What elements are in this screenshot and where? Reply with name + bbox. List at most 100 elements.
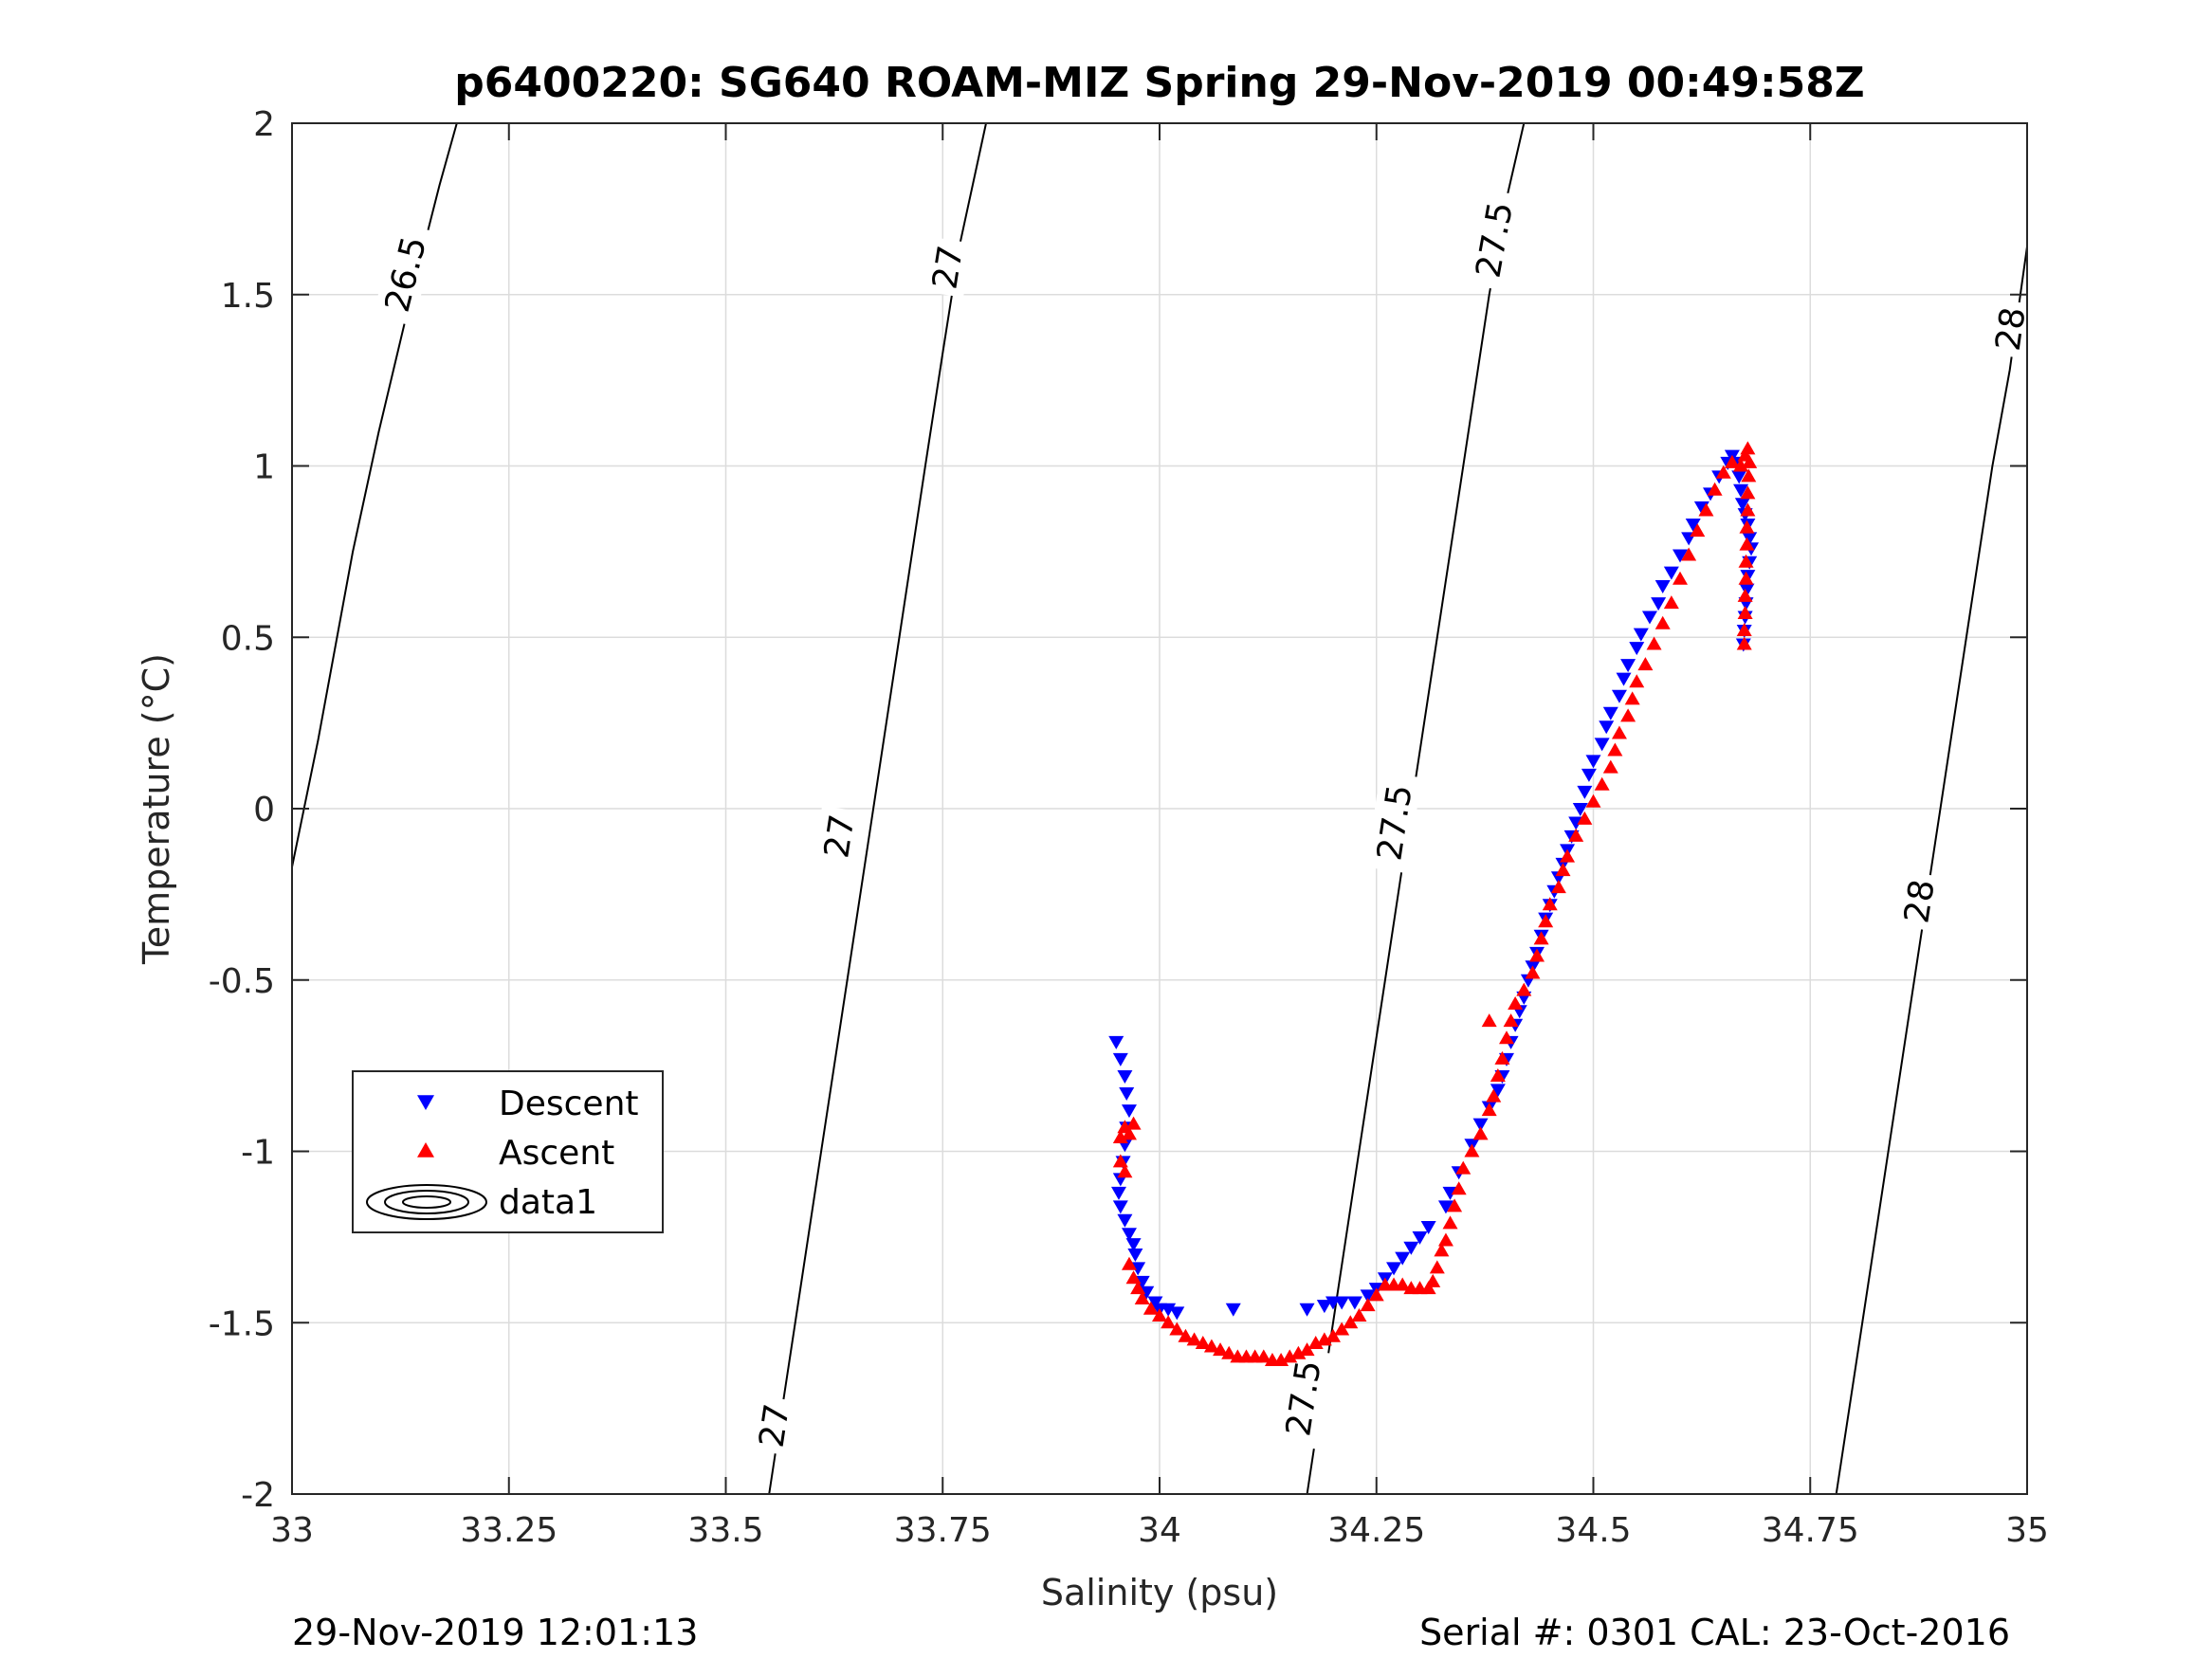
- ascent-point: [1343, 1315, 1359, 1329]
- legend-box: [352, 1070, 664, 1233]
- ascent-point: [1472, 1126, 1489, 1140]
- ascent-point: [1494, 1050, 1510, 1065]
- contour-label-group: 27: [922, 236, 973, 298]
- y-tick-label: -1.5: [209, 1304, 275, 1343]
- descent-point: [1121, 1228, 1137, 1242]
- ascent-point: [1529, 948, 1545, 962]
- contour-label-bg: [814, 805, 864, 866]
- descent-point: [1161, 1303, 1177, 1317]
- ascent-point: [1152, 1308, 1167, 1322]
- ascent-point: [1550, 880, 1566, 894]
- ascent-point: [1282, 1349, 1298, 1363]
- x-tick-label: 33.25: [460, 1511, 558, 1550]
- ascent-point: [1516, 982, 1532, 996]
- descent-point: [1620, 659, 1636, 673]
- ascent-point: [1117, 1164, 1133, 1178]
- descent-point: [1127, 1248, 1143, 1262]
- ascent-point: [1568, 828, 1584, 842]
- ascent-point: [1740, 502, 1756, 517]
- ascent-point: [1525, 965, 1541, 979]
- ascent-point: [1299, 1342, 1315, 1357]
- ascent-point: [1503, 1013, 1519, 1028]
- contour-label: 27: [753, 1401, 797, 1449]
- descent-point: [1395, 1251, 1411, 1266]
- ascent-point: [1455, 1160, 1472, 1175]
- ascent-point: [1681, 547, 1697, 561]
- contour-label-bg: [1984, 299, 2035, 359]
- descent-point: [1112, 1052, 1128, 1066]
- descent-point: [1119, 1087, 1135, 1102]
- contour-label-bg: [922, 236, 973, 298]
- contour-label: 27: [925, 243, 971, 292]
- axis-ticks: 33 33.25 33.5 33.75 34 34.25 34.5 34.75 35 -2 -1.5…: [209, 105, 2049, 1550]
- legend-descent-triangle: [417, 1095, 434, 1110]
- descent-point: [1685, 518, 1701, 532]
- ascent-point: [1442, 1215, 1458, 1230]
- contour-label-bg: [1365, 771, 1422, 874]
- descent-point: [1651, 597, 1667, 611]
- descent-point: [1472, 1118, 1489, 1132]
- ascent-series: [1112, 441, 1758, 1367]
- ascent-point: [1195, 1335, 1211, 1349]
- x-tick-label: 34.5: [1555, 1511, 1631, 1550]
- y-axis-label: Temperature (°C): [136, 653, 177, 965]
- ascent-point: [1451, 1181, 1467, 1195]
- ascent-point: [1420, 1281, 1436, 1295]
- descent-point: [1125, 1238, 1142, 1252]
- descent-point: [1733, 483, 1749, 498]
- contour-line: [291, 122, 458, 867]
- ascent-point: [1637, 657, 1654, 671]
- ascent-point: [1673, 571, 1688, 585]
- contour-label-group: 27.5: [1274, 1347, 1331, 1449]
- descent-point: [1581, 768, 1597, 782]
- ascent-point: [1739, 520, 1755, 534]
- ascent-point: [1499, 1030, 1514, 1045]
- descent-point: [1299, 1303, 1315, 1317]
- descent-point: [1594, 738, 1610, 752]
- ascent-point: [1738, 571, 1754, 585]
- ascent-point: [1742, 454, 1758, 468]
- ascent-point: [1130, 1281, 1146, 1295]
- ascent-point: [1736, 636, 1752, 650]
- ascent-point: [1739, 537, 1755, 551]
- ascent-point: [1555, 863, 1571, 877]
- ascent-point: [1508, 996, 1524, 1011]
- ascent-point: [1351, 1308, 1367, 1322]
- descent-point: [1169, 1306, 1185, 1321]
- ascent-point: [1646, 636, 1662, 650]
- contour-label-bg: [748, 1395, 798, 1456]
- ascent-point: [1221, 1345, 1237, 1359]
- ascent-point: [1724, 454, 1740, 468]
- descent-point: [1629, 642, 1645, 656]
- footer-serial-cal: Serial #: 0301 CAL: 23-Oct-2016: [1419, 1612, 2010, 1653]
- descent-point: [1490, 1084, 1506, 1098]
- contour-label-group: 28: [1893, 870, 1944, 932]
- ascent-point: [1125, 1116, 1142, 1130]
- x-tick-label: 33.5: [687, 1511, 763, 1550]
- contour-label: 27: [817, 811, 862, 860]
- x-tick-label: 34.25: [1327, 1511, 1425, 1550]
- ascent-point: [1112, 1154, 1128, 1168]
- ascent-point: [1715, 465, 1731, 479]
- descent-point: [1110, 1186, 1126, 1200]
- ascent-point: [1316, 1332, 1332, 1346]
- ascent-point: [1447, 1198, 1463, 1212]
- descent-point: [1602, 706, 1618, 720]
- ascent-point: [1203, 1339, 1219, 1353]
- descent-point: [1734, 498, 1750, 512]
- ascent-point: [1273, 1353, 1289, 1367]
- ascent-point: [1602, 759, 1618, 774]
- descent-point: [1117, 1213, 1133, 1228]
- legend-ascent-triangle: [417, 1142, 434, 1158]
- x-axis-label: Salinity (psu): [1041, 1572, 1278, 1613]
- ascent-point: [1690, 523, 1706, 538]
- legend-label-descent: Descent: [499, 1085, 639, 1123]
- ascent-point: [1395, 1277, 1411, 1291]
- x-tick-label: 35: [2005, 1511, 2049, 1550]
- ascent-point: [1186, 1332, 1202, 1346]
- descent-point: [1147, 1296, 1163, 1310]
- ascent-point: [1737, 605, 1753, 619]
- ascent-point: [1538, 914, 1554, 928]
- y-tick-label: -2: [241, 1476, 275, 1515]
- ascent-point: [1290, 1345, 1307, 1359]
